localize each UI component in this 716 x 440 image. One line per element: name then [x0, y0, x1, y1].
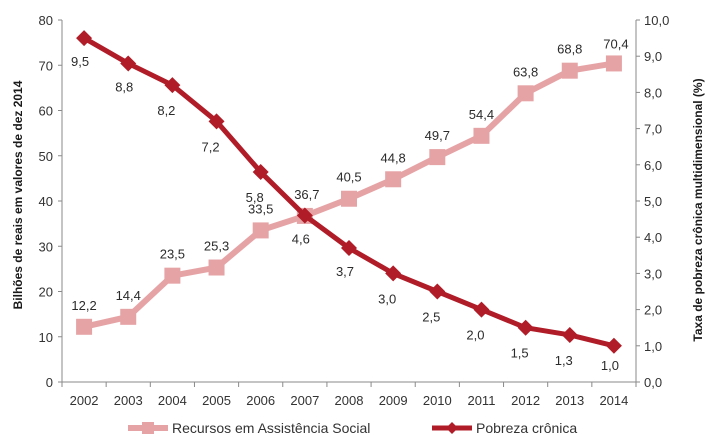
legend-label: Pobreza crônica	[476, 420, 577, 436]
point-marker-recursos	[252, 222, 269, 239]
data-label-recursos: 14,4	[116, 288, 141, 303]
y-right-tick-label: 1,0	[644, 339, 662, 354]
data-label-recursos: 63,8	[513, 64, 538, 79]
point-marker-pobreza	[341, 240, 357, 257]
legend-label: Recursos em Assistência Social	[172, 420, 370, 436]
point-marker-recursos	[561, 62, 578, 79]
point-marker-pobreza	[164, 77, 181, 94]
x-tick-label: 2010	[423, 393, 452, 408]
y-left-tick-label: 50	[39, 149, 53, 164]
data-label-pobreza: 4,6	[292, 231, 310, 246]
data-label-recursos: 70,4	[603, 36, 628, 51]
point-marker-recursos	[208, 259, 225, 276]
point-marker-recursos	[605, 55, 622, 72]
data-label-recursos: 49,7	[425, 128, 450, 143]
x-tick-label: 2006	[246, 393, 275, 408]
point-marker-pobreza	[296, 207, 313, 224]
y-left-tick-label: 30	[39, 239, 53, 254]
data-label-recursos: 33,5	[248, 201, 273, 216]
point-marker-recursos	[164, 267, 181, 284]
point-marker-recursos	[385, 171, 402, 188]
x-tick-label: 2002	[70, 393, 99, 408]
legend-marker-pobreza	[446, 422, 458, 434]
point-marker-recursos	[76, 318, 93, 335]
y-left-tick-label: 70	[39, 58, 53, 73]
y-left-tick-label: 40	[39, 194, 53, 209]
data-label-pobreza: 1,0	[601, 358, 619, 373]
data-label-recursos: 25,3	[204, 239, 229, 254]
y-left-tick-label: 0	[46, 375, 53, 390]
legend: Recursos em Assistência Social Pobreza cr…	[128, 420, 577, 436]
x-tick-label: 2012	[511, 393, 540, 408]
series-layer	[76, 30, 622, 354]
y-axis-left-title: Bilhões de reais em valores de dez 2014	[11, 80, 25, 309]
point-marker-pobreza	[517, 319, 534, 336]
y-right-tick-label: 5,0	[644, 194, 662, 209]
y-axis-right-title: Taxa de pobreza crônica multidimensional…	[691, 78, 705, 341]
y-right-tick-label: 9,0	[644, 49, 662, 64]
y-left-tick-label: 80	[39, 13, 53, 28]
data-label-pobreza: 3,7	[336, 264, 354, 279]
y-right-tick-label: 2,0	[644, 303, 662, 318]
point-marker-pobreza	[252, 164, 269, 181]
x-tick-label: 2004	[158, 393, 187, 408]
data-label-recursos: 40,5	[336, 170, 361, 185]
x-tick-label: 2014	[599, 393, 628, 408]
point-marker-recursos	[517, 85, 534, 102]
x-tick-label: 2013	[555, 393, 584, 408]
y-right-tick-label: 6,0	[644, 158, 662, 173]
data-label-pobreza: 1,3	[555, 353, 573, 368]
data-label-pobreza: 3,0	[378, 291, 396, 306]
y-right-tick-label: 0,0	[644, 375, 662, 390]
y-left-tick-label: 60	[39, 104, 53, 119]
y-left-tick-label: 10	[39, 330, 53, 345]
x-tick-label: 2009	[379, 393, 408, 408]
data-label-pobreza: 8,8	[115, 79, 133, 94]
y-right-tick-label: 10,0	[644, 13, 669, 28]
point-marker-pobreza	[429, 283, 446, 300]
y-right-tick-label: 4,0	[644, 230, 662, 245]
point-marker-pobreza	[473, 301, 490, 318]
data-label-pobreza: 7,2	[201, 139, 219, 154]
point-marker-pobreza	[385, 265, 402, 282]
axes: 0 10 20 30 40 50 60 70 80 0,0 1,0 2,0 3,0 4,0 5,0 6,0 7,…	[39, 13, 670, 408]
point-marker-recursos	[473, 127, 490, 144]
x-tick-label: 2005	[202, 393, 231, 408]
data-label-pobreza: 2,0	[466, 328, 484, 343]
x-tick-label: 2011	[467, 393, 495, 408]
point-marker-pobreza	[605, 337, 622, 354]
data-label-pobreza: 8,2	[157, 103, 175, 118]
x-tick-label: 2007	[290, 393, 319, 408]
point-marker-pobreza	[76, 30, 93, 47]
data-label-recursos: 36,7	[294, 187, 319, 202]
data-label-pobreza: 5,8	[246, 190, 264, 205]
point-marker-pobreza	[561, 326, 578, 343]
data-label-pobreza: 2,5	[422, 310, 440, 325]
point-marker-recursos	[429, 149, 446, 166]
y-right-tick-label: 7,0	[644, 122, 662, 137]
data-label-pobreza: 1,5	[511, 346, 529, 361]
point-marker-recursos	[120, 308, 137, 325]
data-label-pobreza: 9,5	[71, 54, 89, 69]
y-left-tick-label: 20	[39, 285, 53, 300]
point-marker-pobreza	[120, 55, 137, 72]
data-label-recursos: 68,8	[557, 42, 582, 57]
legend-marker-recursos	[142, 422, 154, 434]
point-marker-recursos	[341, 190, 357, 207]
data-labels: 12,2 14,4 23,5 25,3 33,5 36,7 40,5 44,8 49,7 54,4…	[71, 36, 629, 372]
x-tick-label: 2008	[335, 393, 364, 408]
data-label-recursos: 12,2	[71, 298, 96, 313]
data-label-recursos: 44,8	[380, 150, 405, 165]
x-tick-label: 2003	[114, 393, 143, 408]
y-right-tick-label: 3,0	[644, 266, 662, 281]
y-right-tick-label: 8,0	[644, 85, 662, 100]
data-label-recursos: 23,5	[160, 247, 185, 262]
data-label-recursos: 54,4	[469, 107, 494, 122]
point-marker-pobreza	[208, 113, 225, 130]
